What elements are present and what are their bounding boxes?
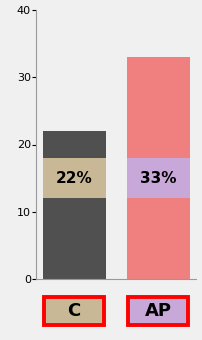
- Text: 33%: 33%: [140, 171, 176, 186]
- Bar: [127, 158, 190, 198]
- Bar: [43, 131, 106, 279]
- Text: 22%: 22%: [56, 171, 93, 186]
- Text: AP: AP: [145, 302, 172, 320]
- Text: C: C: [67, 302, 81, 320]
- Bar: [127, 57, 190, 279]
- Bar: [43, 158, 106, 198]
